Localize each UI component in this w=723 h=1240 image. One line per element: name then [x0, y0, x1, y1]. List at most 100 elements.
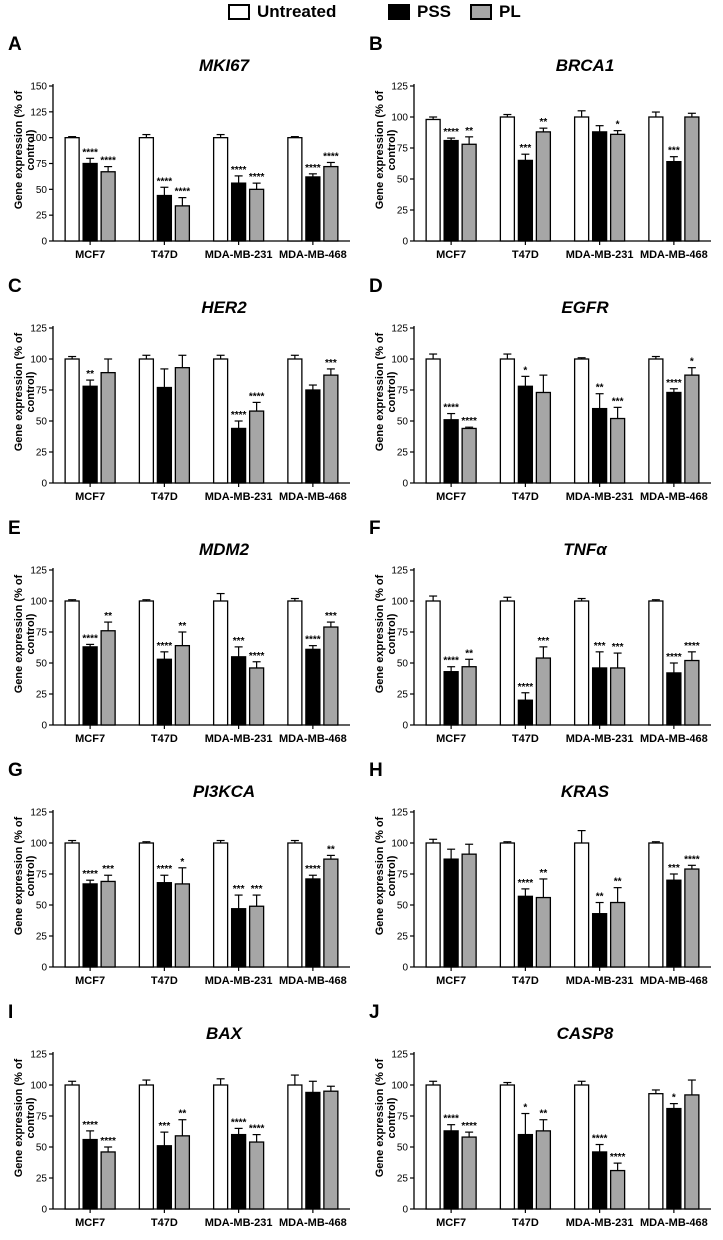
bar-pss [591, 407, 608, 484]
significance-label: *** [233, 884, 245, 895]
significance-label: * [616, 120, 620, 131]
bar-untreated [499, 1084, 516, 1210]
y-tick-label: 125 [391, 808, 408, 819]
panel-letter: B [369, 34, 383, 55]
bar-untreated [64, 842, 80, 968]
significance-label: *** [325, 358, 337, 369]
legend: Untreated PSS PL [0, 0, 723, 28]
bar-untreated [573, 358, 590, 484]
chart-canvas: 0255075100125MCF7******T47D*******MDA-MB… [391, 566, 711, 745]
x-tick-label: MDA-MB-231 [566, 491, 634, 503]
bar-pss [305, 389, 321, 484]
bar-untreated [138, 358, 155, 484]
y-axis-label: Gene expression (% of control) [13, 816, 37, 936]
significance-label: ** [178, 621, 186, 632]
chart-panel-e: 0 25 50 75 100 125 MCF7 **** ** T47D **** ** MDA-MB-… [0, 512, 361, 754]
significance-label: **** [157, 176, 173, 187]
panel-letter: C [8, 276, 22, 297]
bar-pss [591, 1151, 608, 1210]
y-axis-label: Gene expression (% of control) [374, 574, 398, 694]
x-tick-label: MDA-MB-231 [205, 249, 273, 261]
panel-letter: F [369, 518, 381, 539]
bar-pl [323, 374, 339, 484]
chart-panel-g: 0 25 50 75 100 125 MCF7 **** *** T47D **** * MDA-MB-… [0, 754, 361, 996]
significance-label: **** [231, 165, 247, 176]
y-tick-label: 100 [30, 133, 47, 144]
bar-untreated [138, 1084, 155, 1210]
y-tick-label: 25 [36, 448, 48, 459]
x-tick-label: T47D [512, 491, 539, 503]
x-tick-label: MDA-MB-231 [205, 1217, 273, 1229]
y-tick-label: 75 [397, 144, 409, 155]
bar-pss [82, 1138, 98, 1210]
chart-canvas: 0255075100125MCF7******T47D******MDA-MB-… [30, 566, 350, 745]
x-tick-label: MDA-MB-468 [640, 491, 708, 503]
bar-pss [591, 667, 608, 726]
significance-label: *** [233, 636, 245, 647]
significance-label: **** [100, 1136, 116, 1147]
bar-untreated [499, 842, 516, 968]
bar-untreated [64, 1084, 80, 1210]
y-tick-label: 100 [391, 1081, 408, 1092]
bar-pss [666, 672, 682, 726]
bar-pss [443, 671, 459, 726]
x-tick-label: T47D [151, 491, 178, 503]
bar-untreated [499, 358, 516, 484]
bar-pl [248, 667, 265, 726]
significance-label: *** [251, 884, 263, 895]
bar-pss [591, 913, 608, 968]
y-tick-label: 75 [397, 386, 409, 397]
bar-pl [323, 1090, 339, 1210]
chart-panel-j: 0 25 50 75 100 125 MCF7 **** **** T47D * ** MDA-MB-2… [361, 996, 722, 1238]
bar-untreated [138, 137, 155, 242]
bar-pss [230, 656, 247, 726]
significance-label: **** [443, 127, 459, 138]
significance-label: **** [82, 869, 98, 880]
y-tick-label: 50 [36, 417, 48, 428]
significance-label: *** [594, 641, 606, 652]
y-axis-label: Gene expression (% of control) [374, 332, 398, 452]
significance-label: ** [104, 611, 112, 622]
bar-untreated [287, 358, 303, 484]
bar-untreated [425, 358, 441, 484]
bar-pl [684, 868, 700, 968]
bar-pss [82, 883, 98, 968]
panel-letter: E [8, 518, 21, 539]
significance-label: *** [538, 636, 550, 647]
chart-panel-c: 0 25 50 75 100 125 MCF7 ** T47D MDA-MB-231 **** ***… [0, 270, 361, 512]
significance-label: **** [305, 635, 321, 646]
y-tick-label: 100 [30, 839, 47, 850]
x-tick-label: MDA-MB-231 [566, 733, 634, 745]
significance-label: ** [327, 844, 335, 855]
x-tick-label: MDA-MB-231 [566, 975, 634, 987]
panel-letter: H [369, 760, 383, 781]
bar-pl [174, 205, 191, 242]
significance-label: **** [157, 641, 173, 652]
y-tick-label: 50 [36, 185, 48, 196]
y-tick-label: 50 [397, 1143, 409, 1154]
bar-pss [666, 1107, 682, 1210]
y-tick-label: 125 [391, 1050, 408, 1061]
x-tick-label: MDA-MB-468 [279, 249, 347, 261]
bar-pss [443, 1130, 459, 1210]
x-tick-label: T47D [512, 249, 539, 261]
y-tick-label: 100 [30, 597, 47, 608]
chart-canvas: 0255075100125MCF7********T47D*MDA-MB-231… [391, 324, 711, 503]
y-tick-label: 0 [41, 963, 47, 974]
bar-untreated [212, 600, 229, 726]
x-tick-label: MDA-MB-231 [566, 1217, 634, 1229]
bar-untreated [499, 116, 516, 242]
y-tick-label: 50 [397, 417, 409, 428]
y-tick-label: 0 [402, 963, 408, 974]
legend-item-pl: PL [470, 1, 521, 23]
significance-label: *** [325, 611, 337, 622]
y-axis-label: Gene expression (% of control) [374, 816, 398, 936]
significance-label: **** [82, 633, 98, 644]
y-tick-label: 125 [30, 107, 47, 118]
bar-untreated [573, 842, 590, 968]
bar-pl [535, 391, 552, 484]
bar-pss [517, 159, 534, 242]
x-tick-label: T47D [512, 975, 539, 987]
significance-label: ** [178, 1109, 186, 1120]
bar-untreated [287, 137, 303, 242]
